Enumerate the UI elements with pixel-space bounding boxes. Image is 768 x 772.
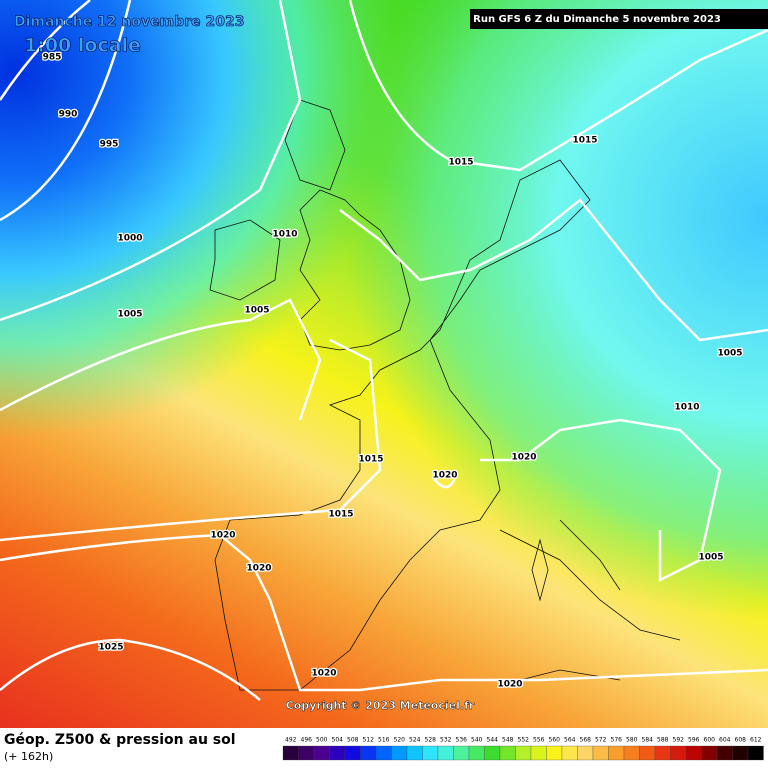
scale-label: 512 [363,737,375,744]
isobar-label: 1015 [448,158,473,168]
scale-swatch [282,745,299,761]
scale-label: 564 [564,737,576,744]
scale-label: 572 [595,737,607,744]
scale-swatch [608,745,625,761]
scale-swatch [732,745,749,761]
isobar-label: 1020 [497,680,522,690]
scale-swatch [453,745,470,761]
scale-label: 536 [456,737,468,744]
scale-label: 560 [549,737,561,744]
isobar-label: 1005 [717,349,742,359]
scale-label: 568 [580,737,592,744]
scale-swatch [654,745,671,761]
scale-label: 608 [735,737,747,744]
isobars [0,0,768,700]
run-info: Run GFS 6 Z du Dimanche 5 novembre 2023 [473,14,721,25]
scale-label: 588 [657,737,669,744]
isobar-label: 1015 [572,136,597,146]
scale-label: 520 [394,737,406,744]
scale-label: 504 [332,737,344,744]
scale-swatch [623,745,640,761]
scale-label: 548 [502,737,514,744]
scale-swatch [468,745,485,761]
isobar-label: 1010 [674,403,699,413]
scale-swatch [577,745,594,761]
scale-swatch [639,745,656,761]
scale-swatch [701,745,718,761]
scale-label: 496 [301,737,313,744]
footer-lead: (+ 162h) [4,750,53,763]
color-scale: 492 496 500 504 508 512 516 520 524 528 532 536 540 5… [282,737,764,761]
isobar-label: 1015 [328,510,353,520]
scale-label: 524 [409,737,421,744]
copyright: Copyright © 2023 Meteociel.fr [286,699,475,712]
scale-swatch [685,745,702,761]
isobar-label: 1010 [272,230,297,240]
scale-swatch [437,745,454,761]
isobar-label: 1020 [432,471,457,481]
scale-label: 576 [611,737,623,744]
scale-label: 516 [378,737,390,744]
scale-swatch [716,745,733,761]
scale-label: 612 [750,737,762,744]
scale-label: 532 [440,737,452,744]
scale-swatch [515,745,532,761]
scale-swatch [298,745,315,761]
scale-swatch [406,745,423,761]
scale-swatch [546,745,563,761]
scale-label: 492 [285,737,297,744]
isobar-label: 1020 [311,669,336,679]
scale-swatch [375,745,392,761]
scale-swatch [344,745,361,761]
scale-swatch [747,745,764,761]
isobar-label: 990 [59,110,78,120]
scale-label: 508 [347,737,359,744]
scale-swatch [484,745,501,761]
run-box [470,9,768,29]
isobar-label: 1020 [246,564,271,574]
map-title: Dimanche 12 novembre 2023 [14,14,244,30]
map-time: 1:00 locale [24,35,141,57]
isobar-label: 985 [43,53,62,63]
scale-label: 580 [626,737,638,744]
isobar-label: 1005 [698,553,723,563]
scale-swatch [499,745,516,761]
scale-swatch [592,745,609,761]
isobar-label: 1000 [117,234,142,244]
scale-label: 500 [316,737,328,744]
footer-title: Géop. Z500 & pression au sol [4,732,236,748]
field-low [0,0,768,728]
scale-label: 592 [673,737,685,744]
scale-swatch [561,745,578,761]
scale-label: 596 [688,737,700,744]
isobar-label: 1005 [244,306,269,316]
scale-label: 528 [425,737,437,744]
isobar-label: 1020 [210,531,235,541]
scale-label: 544 [487,737,499,744]
isobar-label: 995 [100,140,119,150]
scale-swatch [313,745,330,761]
scale-label: 552 [518,737,530,744]
scale-swatch [360,745,377,761]
scale-swatch [329,745,346,761]
isobar-label: 1025 [98,643,123,653]
scale-label: 604 [719,737,731,744]
isobar-label: 1015 [358,455,383,465]
scale-label: 556 [533,737,545,744]
scale-label: 584 [642,737,654,744]
scale-swatch [391,745,408,761]
isobar-label: 1020 [511,453,536,463]
isobar-label: 1005 [117,310,142,320]
scale-swatch [422,745,439,761]
scale-label: 540 [471,737,483,744]
scale-swatch [670,745,687,761]
isobar-labels: 985 990 995 1000 1005 1010 1005 1015 101… [41,51,743,691]
scale-swatch [530,745,547,761]
scale-label: 600 [704,737,716,744]
